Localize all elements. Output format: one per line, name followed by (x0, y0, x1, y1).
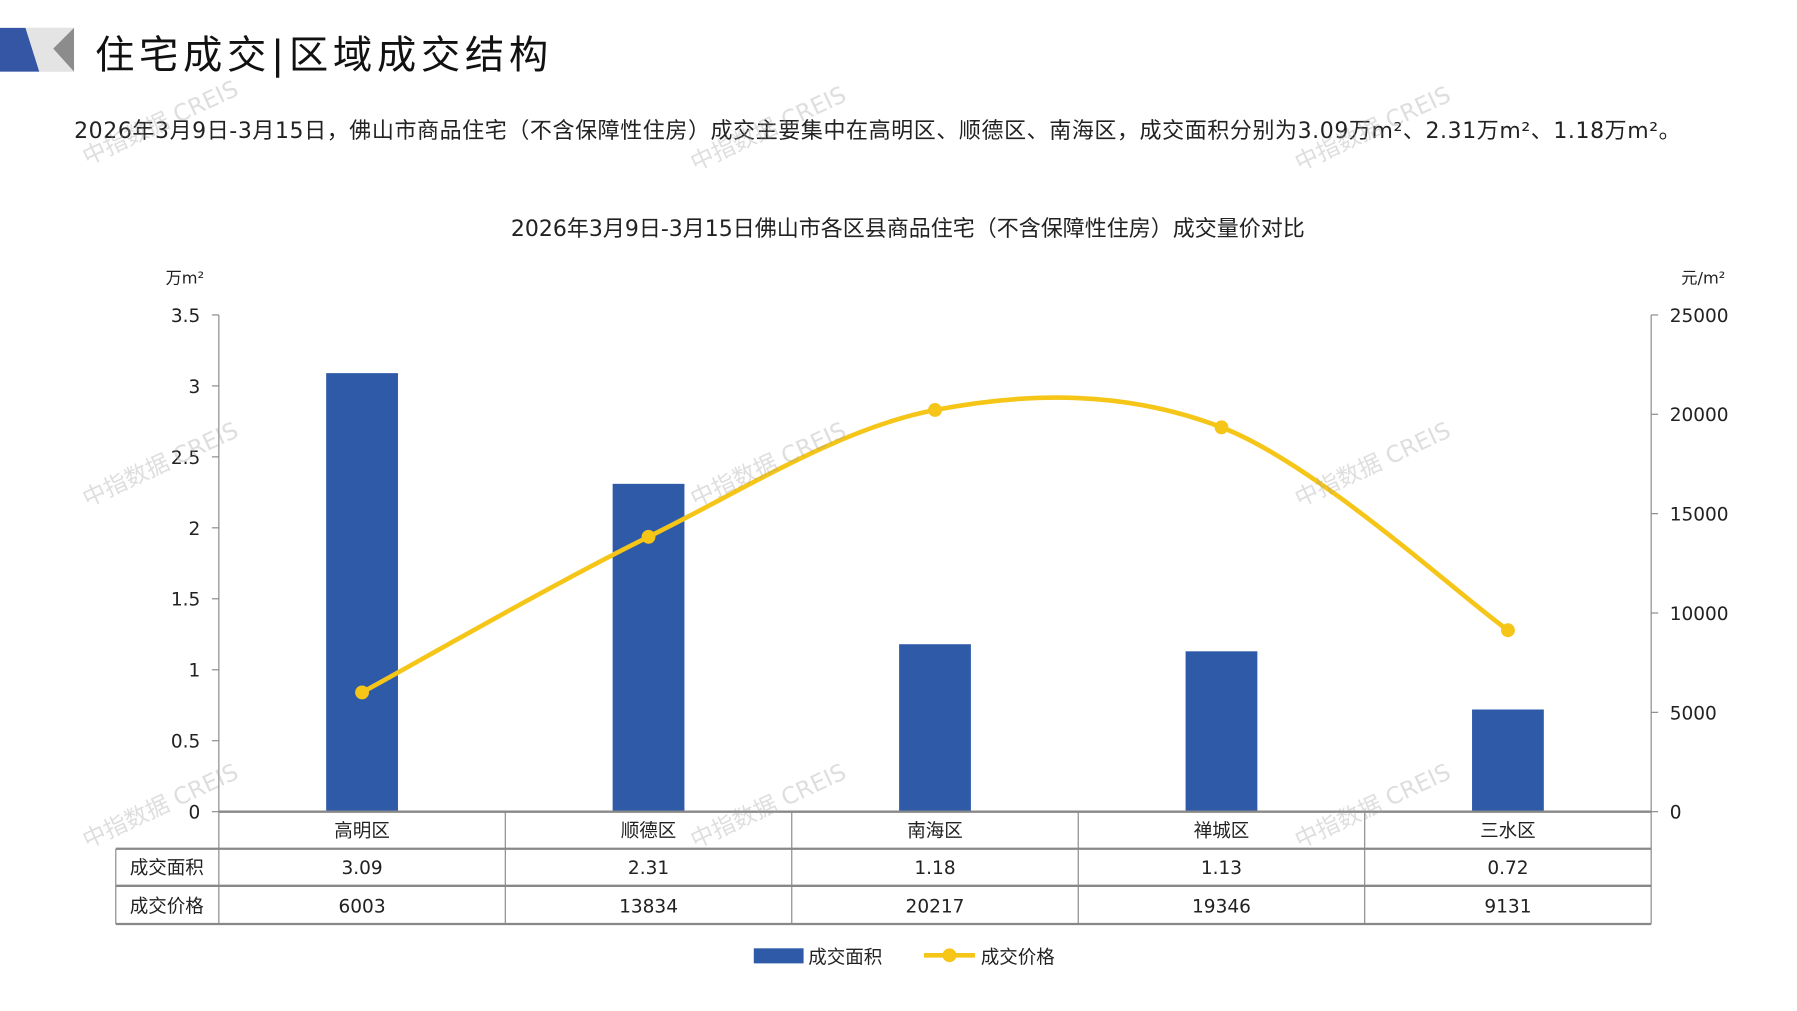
bar-禅城区 (1185, 651, 1258, 812)
area-value: 0.72 (1487, 858, 1528, 879)
header-logo-icon (0, 27, 75, 72)
right-tick-label: 10000 (1670, 604, 1729, 625)
category-label: 禅城区 (1194, 821, 1250, 842)
bar-南海区 (899, 644, 971, 812)
price-point-高明区 (355, 685, 370, 700)
left-tick-label: 3.5 (171, 306, 200, 327)
category-label: 南海区 (907, 821, 963, 842)
price-point-三水区 (1500, 623, 1515, 638)
legend-area-label: 成交面积 (808, 947, 882, 968)
page-title: 住宅成交|区域成交结构 (94, 32, 553, 79)
left-tick-label: 2.5 (171, 448, 200, 469)
price-value: 13834 (619, 896, 678, 917)
bar-三水区 (1472, 709, 1544, 812)
right-tick-label: 25000 (1670, 306, 1729, 327)
left-axis-unit: 万m² (165, 269, 205, 289)
area-value: 1.13 (1201, 858, 1242, 879)
area-value: 2.31 (628, 858, 669, 879)
left-tick-label: 0 (189, 803, 201, 824)
area-value: 1.18 (914, 858, 955, 879)
bar-高明区 (326, 373, 398, 812)
left-tick-label: 1 (189, 661, 201, 682)
category-label: 三水区 (1480, 821, 1536, 842)
description-text: 2026年3月9日-3月15日，佛山市商品住宅（不含保障性住房）成交主要集中在高… (74, 118, 1682, 144)
legend-line-marker (942, 948, 957, 963)
left-tick-label: 3 (189, 377, 201, 398)
left-tick-label: 1.5 (171, 590, 200, 611)
category-label: 顺德区 (621, 821, 677, 842)
table-row-label-area: 成交面积 (130, 858, 204, 879)
price-value: 6003 (339, 896, 386, 917)
right-tick-label: 0 (1670, 803, 1682, 824)
right-axis-unit: 元/m² (1681, 269, 1726, 289)
legend-bar-swatch (753, 948, 804, 964)
left-tick-label: 2 (189, 519, 201, 540)
price-value: 9131 (1484, 896, 1531, 917)
legend-price-label: 成交价格 (981, 947, 1056, 968)
table-row-label-price: 成交价格 (130, 896, 205, 917)
chart-title: 2026年3月9日-3月15日佛山市各区县商品住宅（不含保障性住房）成交量价对比 (510, 216, 1305, 243)
category-label: 高明区 (334, 821, 390, 842)
price-point-顺德区 (641, 529, 656, 544)
price-point-禅城区 (1214, 420, 1229, 435)
price-value: 19346 (1192, 896, 1251, 917)
right-tick-label: 15000 (1670, 505, 1729, 526)
price-value: 20217 (906, 896, 965, 917)
right-tick-label: 5000 (1670, 703, 1717, 724)
area-value: 3.09 (341, 858, 382, 879)
left-tick-label: 0.5 (171, 732, 200, 753)
price-point-南海区 (928, 403, 942, 417)
right-tick-label: 20000 (1670, 405, 1729, 426)
